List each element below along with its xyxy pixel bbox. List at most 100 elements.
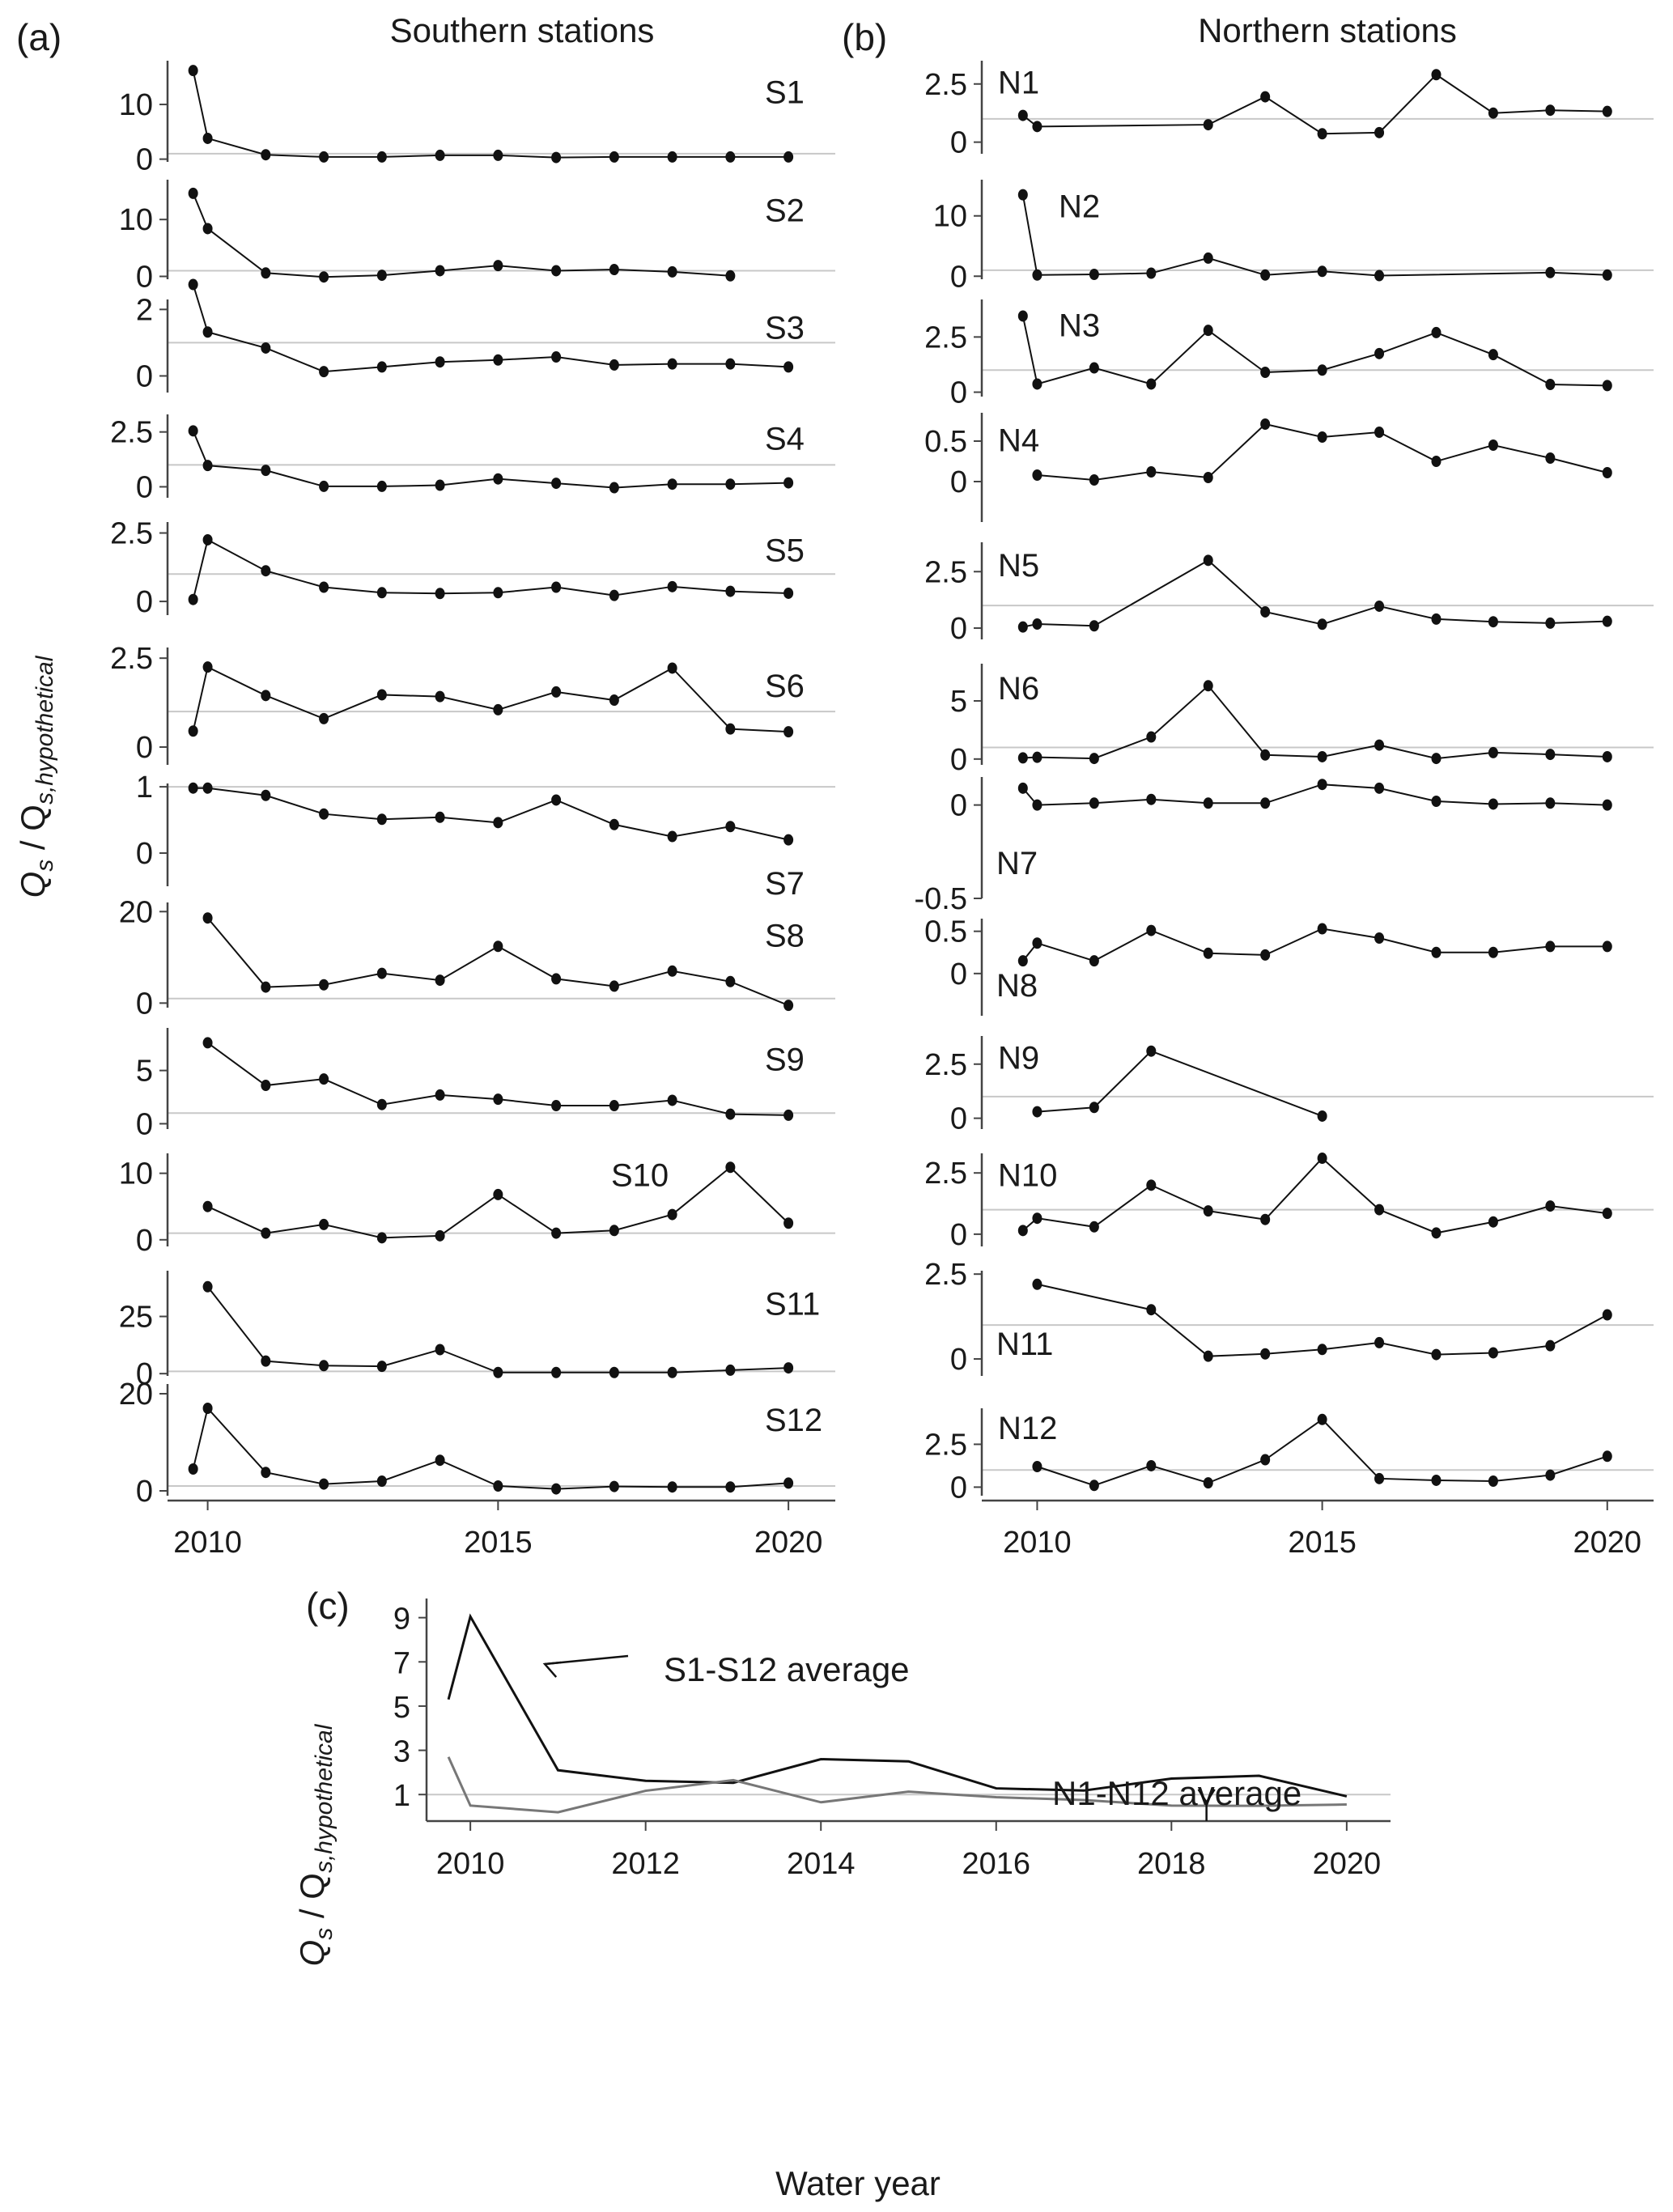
data-point — [1146, 793, 1157, 805]
series-line-n5 — [1022, 559, 1607, 628]
x-tick-label: 2015 — [464, 1526, 533, 1560]
data-point — [319, 979, 329, 991]
data-point — [667, 265, 677, 278]
data-point — [261, 267, 271, 279]
data-point — [1317, 1153, 1327, 1165]
panel-a-letter: (a) — [16, 16, 62, 58]
y-tick-label: 0 — [950, 465, 967, 499]
data-point — [1602, 615, 1612, 627]
station-label-n4: N4 — [998, 422, 1039, 458]
data-point — [376, 361, 387, 373]
data-point — [188, 65, 198, 77]
data-point — [1374, 1336, 1385, 1348]
y-tick-label: 1 — [393, 1779, 410, 1813]
data-point — [1203, 1477, 1213, 1489]
data-point — [1374, 1472, 1385, 1484]
x-tick-label: 2014 — [787, 1847, 856, 1881]
data-point — [551, 794, 562, 806]
station-label-s6: S6 — [765, 669, 805, 704]
data-point — [1260, 91, 1271, 103]
y-tick-label: 0 — [136, 731, 153, 765]
y-tick-label: 0 — [136, 1357, 153, 1391]
data-point — [1374, 739, 1385, 751]
series-line-n1-n12-average — [447, 1756, 1347, 1814]
data-point — [667, 478, 677, 490]
data-point — [1374, 270, 1385, 282]
y-tick-label: 7 — [393, 1646, 410, 1680]
data-point — [1317, 265, 1327, 278]
y-tick-label: 0 — [136, 260, 153, 294]
y-tick-label: 0 — [950, 612, 967, 646]
y-tick-label: 0 — [136, 470, 153, 504]
data-point — [1488, 798, 1498, 810]
y-tick-label: 0 — [136, 1107, 153, 1141]
data-point — [435, 690, 445, 703]
data-point — [376, 151, 387, 163]
data-point — [1032, 1212, 1042, 1225]
data-point — [1545, 797, 1556, 809]
series-line-s11 — [206, 1286, 789, 1373]
y-tick-label: 0 — [950, 126, 967, 160]
data-point — [1146, 1304, 1157, 1316]
data-point — [551, 1227, 562, 1239]
series-line-s4 — [192, 430, 789, 489]
station-label-s2: S2 — [765, 193, 805, 229]
y-tick-label: 3 — [393, 1735, 410, 1769]
station-label-n5: N5 — [998, 548, 1039, 584]
data-point — [493, 703, 503, 715]
series-line-s6 — [192, 665, 789, 733]
data-point — [493, 817, 503, 829]
data-point — [1602, 269, 1612, 281]
data-point — [1602, 1450, 1612, 1463]
data-point — [1032, 937, 1042, 949]
y-tick-label: 0.5 — [924, 915, 967, 949]
data-point — [1317, 364, 1327, 376]
data-point — [1602, 940, 1612, 953]
data-point — [1017, 752, 1028, 764]
x-tick-label: 2016 — [962, 1847, 1030, 1881]
data-point — [261, 1080, 271, 1092]
data-point — [1203, 797, 1213, 809]
data-point — [1317, 750, 1327, 762]
data-point — [202, 1403, 213, 1414]
subplot-s1: 0 10 S1 — [119, 61, 835, 177]
data-point — [435, 1454, 445, 1467]
y-tick-label: 2.5 — [924, 321, 967, 355]
data-point — [551, 1483, 562, 1495]
series-line-n3 — [1021, 316, 1607, 387]
data-point — [1260, 797, 1271, 809]
data-point — [319, 271, 329, 283]
y-tick-label: 2.5 — [924, 555, 967, 589]
panel-b-title: Northern stations — [1198, 11, 1457, 49]
data-point — [202, 223, 213, 235]
data-point — [783, 726, 794, 738]
data-point — [1017, 189, 1028, 201]
data-point — [667, 1366, 677, 1378]
y-tick-label: 0 — [950, 1343, 967, 1377]
y-tick-label: 2.5 — [924, 1048, 967, 1082]
station-label-n6: N6 — [998, 671, 1039, 707]
data-point — [1089, 1221, 1099, 1233]
data-point — [1431, 326, 1442, 338]
data-point — [609, 1100, 619, 1112]
y-tick-label: 0 — [950, 376, 967, 410]
data-point — [376, 270, 387, 282]
series-line-n10 — [1022, 1157, 1607, 1234]
arrowhead-n — [1197, 1789, 1216, 1805]
data-point — [261, 465, 271, 477]
series-line-s8 — [206, 917, 789, 1007]
data-point — [783, 587, 794, 599]
data-point — [1602, 380, 1612, 392]
x-axis: 2010 2015 2020 — [982, 1499, 1654, 1560]
data-point — [783, 1477, 794, 1489]
data-point — [493, 1188, 503, 1200]
station-label-s3: S3 — [765, 310, 805, 346]
station-label-s7: S7 — [765, 866, 805, 902]
series-line-n1 — [1022, 73, 1607, 135]
series-line-n6 — [1022, 684, 1607, 760]
series-line-n8 — [1022, 928, 1607, 962]
series-line-s7 — [193, 787, 789, 841]
data-point — [493, 587, 503, 599]
panel-c-letter: (c) — [306, 1585, 350, 1627]
station-label-n11: N11 — [996, 1327, 1053, 1362]
